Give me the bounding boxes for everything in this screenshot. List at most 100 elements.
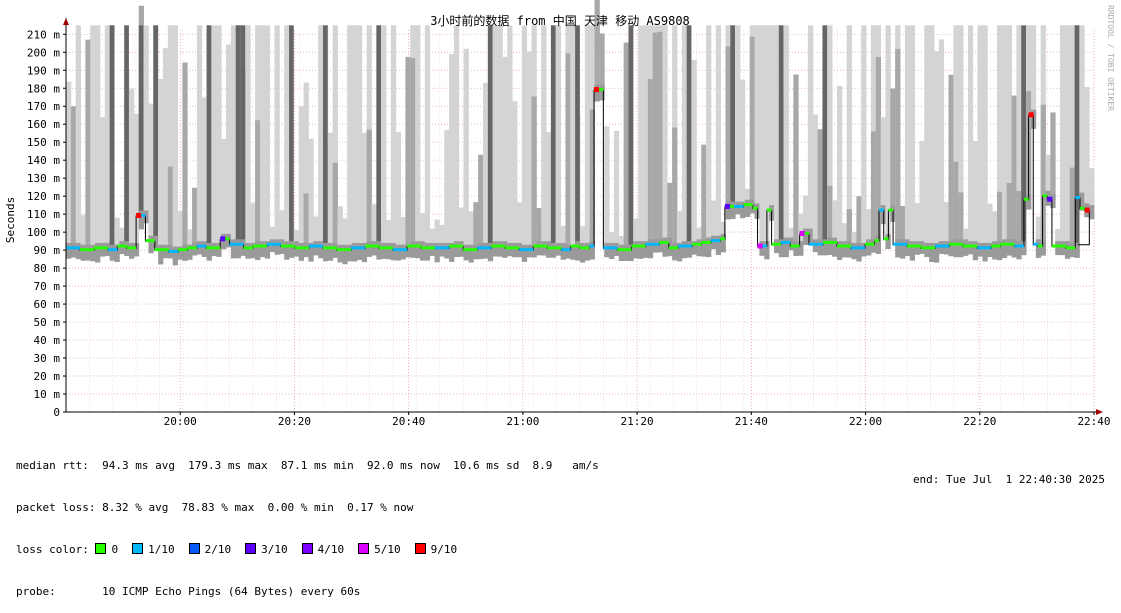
chart-title: 3小时前的数据 from 中国 天津 移动 AS9808 xyxy=(430,13,690,28)
smoke-band-inner xyxy=(216,242,222,257)
smoke-band-outer xyxy=(604,126,610,249)
smoke-band-outer xyxy=(1001,25,1008,245)
smoke-band-outer xyxy=(390,25,397,249)
smoke-band-outer xyxy=(633,218,639,247)
smoke-band-outer xyxy=(162,48,169,251)
smoke-band-outer xyxy=(293,229,300,247)
smoke-band-outer xyxy=(90,25,96,251)
median-segment xyxy=(907,244,922,248)
y-tick-label: 170 m xyxy=(27,100,60,113)
y-tick-label: 20 m xyxy=(34,370,61,383)
legend-label: 0 xyxy=(111,543,119,556)
smoke-band-mid xyxy=(536,208,542,247)
smoke-band-mid xyxy=(167,166,174,251)
smoke-band-outer xyxy=(196,25,203,247)
smoke-band-inner xyxy=(342,244,348,265)
smoke-band-dark xyxy=(575,25,580,247)
smoke-band-inner xyxy=(347,244,353,262)
smoke-band-mid xyxy=(870,131,877,245)
smoke-band-mid xyxy=(1050,112,1056,200)
smoke-band-inner xyxy=(546,241,552,258)
smoke-band-inner xyxy=(1064,241,1071,259)
median-segment xyxy=(874,239,880,243)
smoke-band-inner xyxy=(701,239,707,257)
smoke-band-inner xyxy=(706,237,712,258)
smoke-band-outer xyxy=(129,88,135,249)
median-segment xyxy=(126,246,137,250)
median-segment xyxy=(888,208,894,212)
median-segment xyxy=(710,239,721,243)
smoke-band-outer xyxy=(468,211,474,251)
smoke-band-inner xyxy=(1026,194,1032,210)
smoke-band-outer xyxy=(226,44,232,240)
smoke-band-inner xyxy=(138,210,144,230)
smoke-band-inner xyxy=(885,233,891,250)
smoke-band-dark xyxy=(153,25,159,242)
smoke-band-inner xyxy=(623,244,629,261)
legend-item: 5/10 xyxy=(358,543,401,556)
smoke-band-outer xyxy=(580,226,586,249)
smoke-band-inner xyxy=(904,239,911,257)
y-tick-label: 70 m xyxy=(34,280,61,293)
smoke-band-inner xyxy=(730,201,736,220)
smoke-band-mid xyxy=(405,56,411,251)
smoke-band-dark xyxy=(124,25,129,247)
smoke-band-outer xyxy=(274,25,280,245)
y-tick-label: 110 m xyxy=(27,208,60,221)
median-segment xyxy=(603,246,618,250)
median-segment xyxy=(678,244,693,248)
legend-items: 0 1/10 2/10 3/10 4/10 5/10 9/10 xyxy=(95,543,471,556)
smoke-band-outer xyxy=(584,25,591,249)
smoke-band-dark xyxy=(550,25,556,249)
smoke-band-outer xyxy=(337,206,343,251)
median-segment xyxy=(743,203,753,207)
smoke-band-inner xyxy=(846,241,852,258)
smoke-band-inner xyxy=(972,241,979,261)
median-segment xyxy=(463,248,478,252)
x-tick-label: 20:00 xyxy=(164,415,197,428)
smoke-band-mid xyxy=(657,31,663,245)
smoke-band-inner xyxy=(740,201,746,219)
smoke-band-outer xyxy=(967,25,974,247)
y-tick-label: 100 m xyxy=(27,226,60,239)
y-tick-label: 120 m xyxy=(27,190,60,203)
smoke-band-inner xyxy=(1089,205,1095,220)
smoke-band-outer xyxy=(618,235,625,251)
smoke-band-inner xyxy=(284,241,290,260)
median-line xyxy=(66,87,1090,253)
y-tick-label: 150 m xyxy=(27,136,60,149)
smoke-band-inner xyxy=(255,241,261,261)
smoke-band-outer xyxy=(613,130,620,249)
smoke-band-dark xyxy=(628,25,634,251)
smoke-band-outer xyxy=(546,132,552,247)
smoke-band-dark xyxy=(822,25,828,245)
median-segment xyxy=(949,242,964,246)
smoke-band-outer xyxy=(851,232,857,249)
smoke-band-inner xyxy=(371,241,377,256)
smoke-band-dark xyxy=(1074,25,1080,249)
smoke-band-inner xyxy=(206,242,212,261)
smoke-band-dark xyxy=(138,25,144,216)
smoke-band-inner xyxy=(158,244,164,265)
smoke-band-inner xyxy=(507,242,513,257)
smoke-band-mid xyxy=(793,74,799,247)
smoke-band-inner xyxy=(909,241,915,261)
y-tick-label: 80 m xyxy=(34,262,61,275)
smoke-band-inner xyxy=(1069,242,1076,258)
smoke-band-outer xyxy=(497,25,503,247)
smoke-band-outer xyxy=(95,25,101,249)
smoke-band-outer xyxy=(114,217,120,251)
smoke-band-inner xyxy=(264,241,271,259)
median-segment xyxy=(659,240,669,244)
smoke-band-inner xyxy=(633,241,639,259)
median-segment xyxy=(178,248,188,252)
median-segment xyxy=(580,246,590,250)
smoke-band-outer xyxy=(521,25,528,251)
smoke-band-mid xyxy=(303,193,309,249)
smoke-band-inner xyxy=(570,244,576,260)
smoke-band-inner xyxy=(521,244,528,262)
smoke-band-inner xyxy=(148,235,154,254)
smoke-band-outer xyxy=(943,202,949,247)
y-tick-label: 180 m xyxy=(27,82,60,95)
smoke-band-outer xyxy=(463,48,469,251)
